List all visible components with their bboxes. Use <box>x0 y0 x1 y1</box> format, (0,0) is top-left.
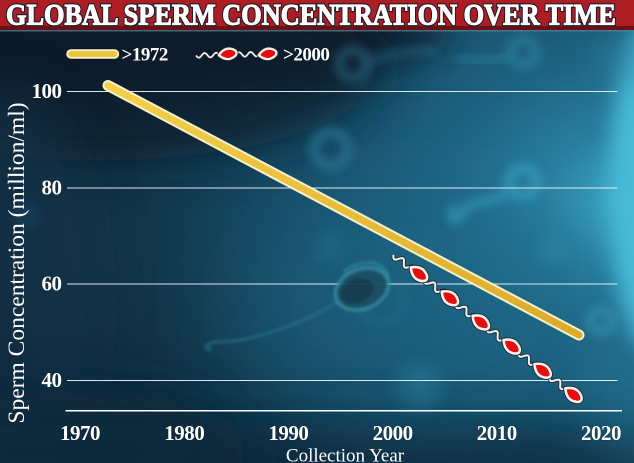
svg-text:GLOBAL SPERM CONCENTRATION OVE: GLOBAL SPERM CONCENTRATION OVER TIME <box>6 0 616 32</box>
svg-text:60: 60 <box>42 272 62 296</box>
svg-text:>2000: >2000 <box>283 45 329 66</box>
svg-text:2010: 2010 <box>477 421 517 445</box>
svg-text:Collection Year: Collection Year <box>286 446 405 463</box>
svg-text:GLOBAL SPERM CONCENTRATION OVE: GLOBAL SPERM CONCENTRATION OVER TIME <box>6 0 616 32</box>
svg-text:2020: 2020 <box>581 421 621 445</box>
svg-text:1980: 1980 <box>164 421 204 445</box>
svg-text:40: 40 <box>42 368 62 392</box>
svg-text:Sperm Concentration (million/m: Sperm Concentration (million/ml) <box>4 102 30 423</box>
svg-text:2000: 2000 <box>373 421 413 445</box>
svg-text:100: 100 <box>32 79 62 103</box>
svg-text:>1972: >1972 <box>122 45 168 66</box>
svg-text:1970: 1970 <box>60 421 100 445</box>
svg-text:80: 80 <box>42 175 62 199</box>
svg-text:1990: 1990 <box>268 421 308 445</box>
